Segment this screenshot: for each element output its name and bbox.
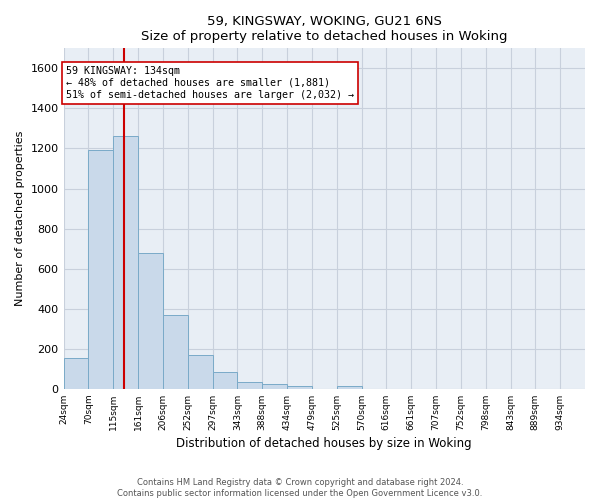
- Bar: [64, 358, 88, 389]
- Title: 59, KINGSWAY, WOKING, GU21 6NS
Size of property relative to detached houses in W: 59, KINGSWAY, WOKING, GU21 6NS Size of p…: [141, 15, 508, 43]
- Bar: [113, 136, 138, 389]
- X-axis label: Distribution of detached houses by size in Woking: Distribution of detached houses by size …: [176, 437, 472, 450]
- Bar: [287, 386, 312, 389]
- Bar: [212, 372, 238, 389]
- Text: 59 KINGSWAY: 134sqm
← 48% of detached houses are smaller (1,881)
51% of semi-det: 59 KINGSWAY: 134sqm ← 48% of detached ho…: [66, 66, 354, 100]
- Bar: [238, 382, 262, 389]
- Bar: [138, 252, 163, 389]
- Bar: [188, 355, 212, 389]
- Text: Contains HM Land Registry data © Crown copyright and database right 2024.
Contai: Contains HM Land Registry data © Crown c…: [118, 478, 482, 498]
- Bar: [163, 314, 188, 389]
- Bar: [88, 150, 113, 389]
- Bar: [262, 384, 287, 389]
- Bar: [337, 386, 362, 389]
- Y-axis label: Number of detached properties: Number of detached properties: [15, 131, 25, 306]
